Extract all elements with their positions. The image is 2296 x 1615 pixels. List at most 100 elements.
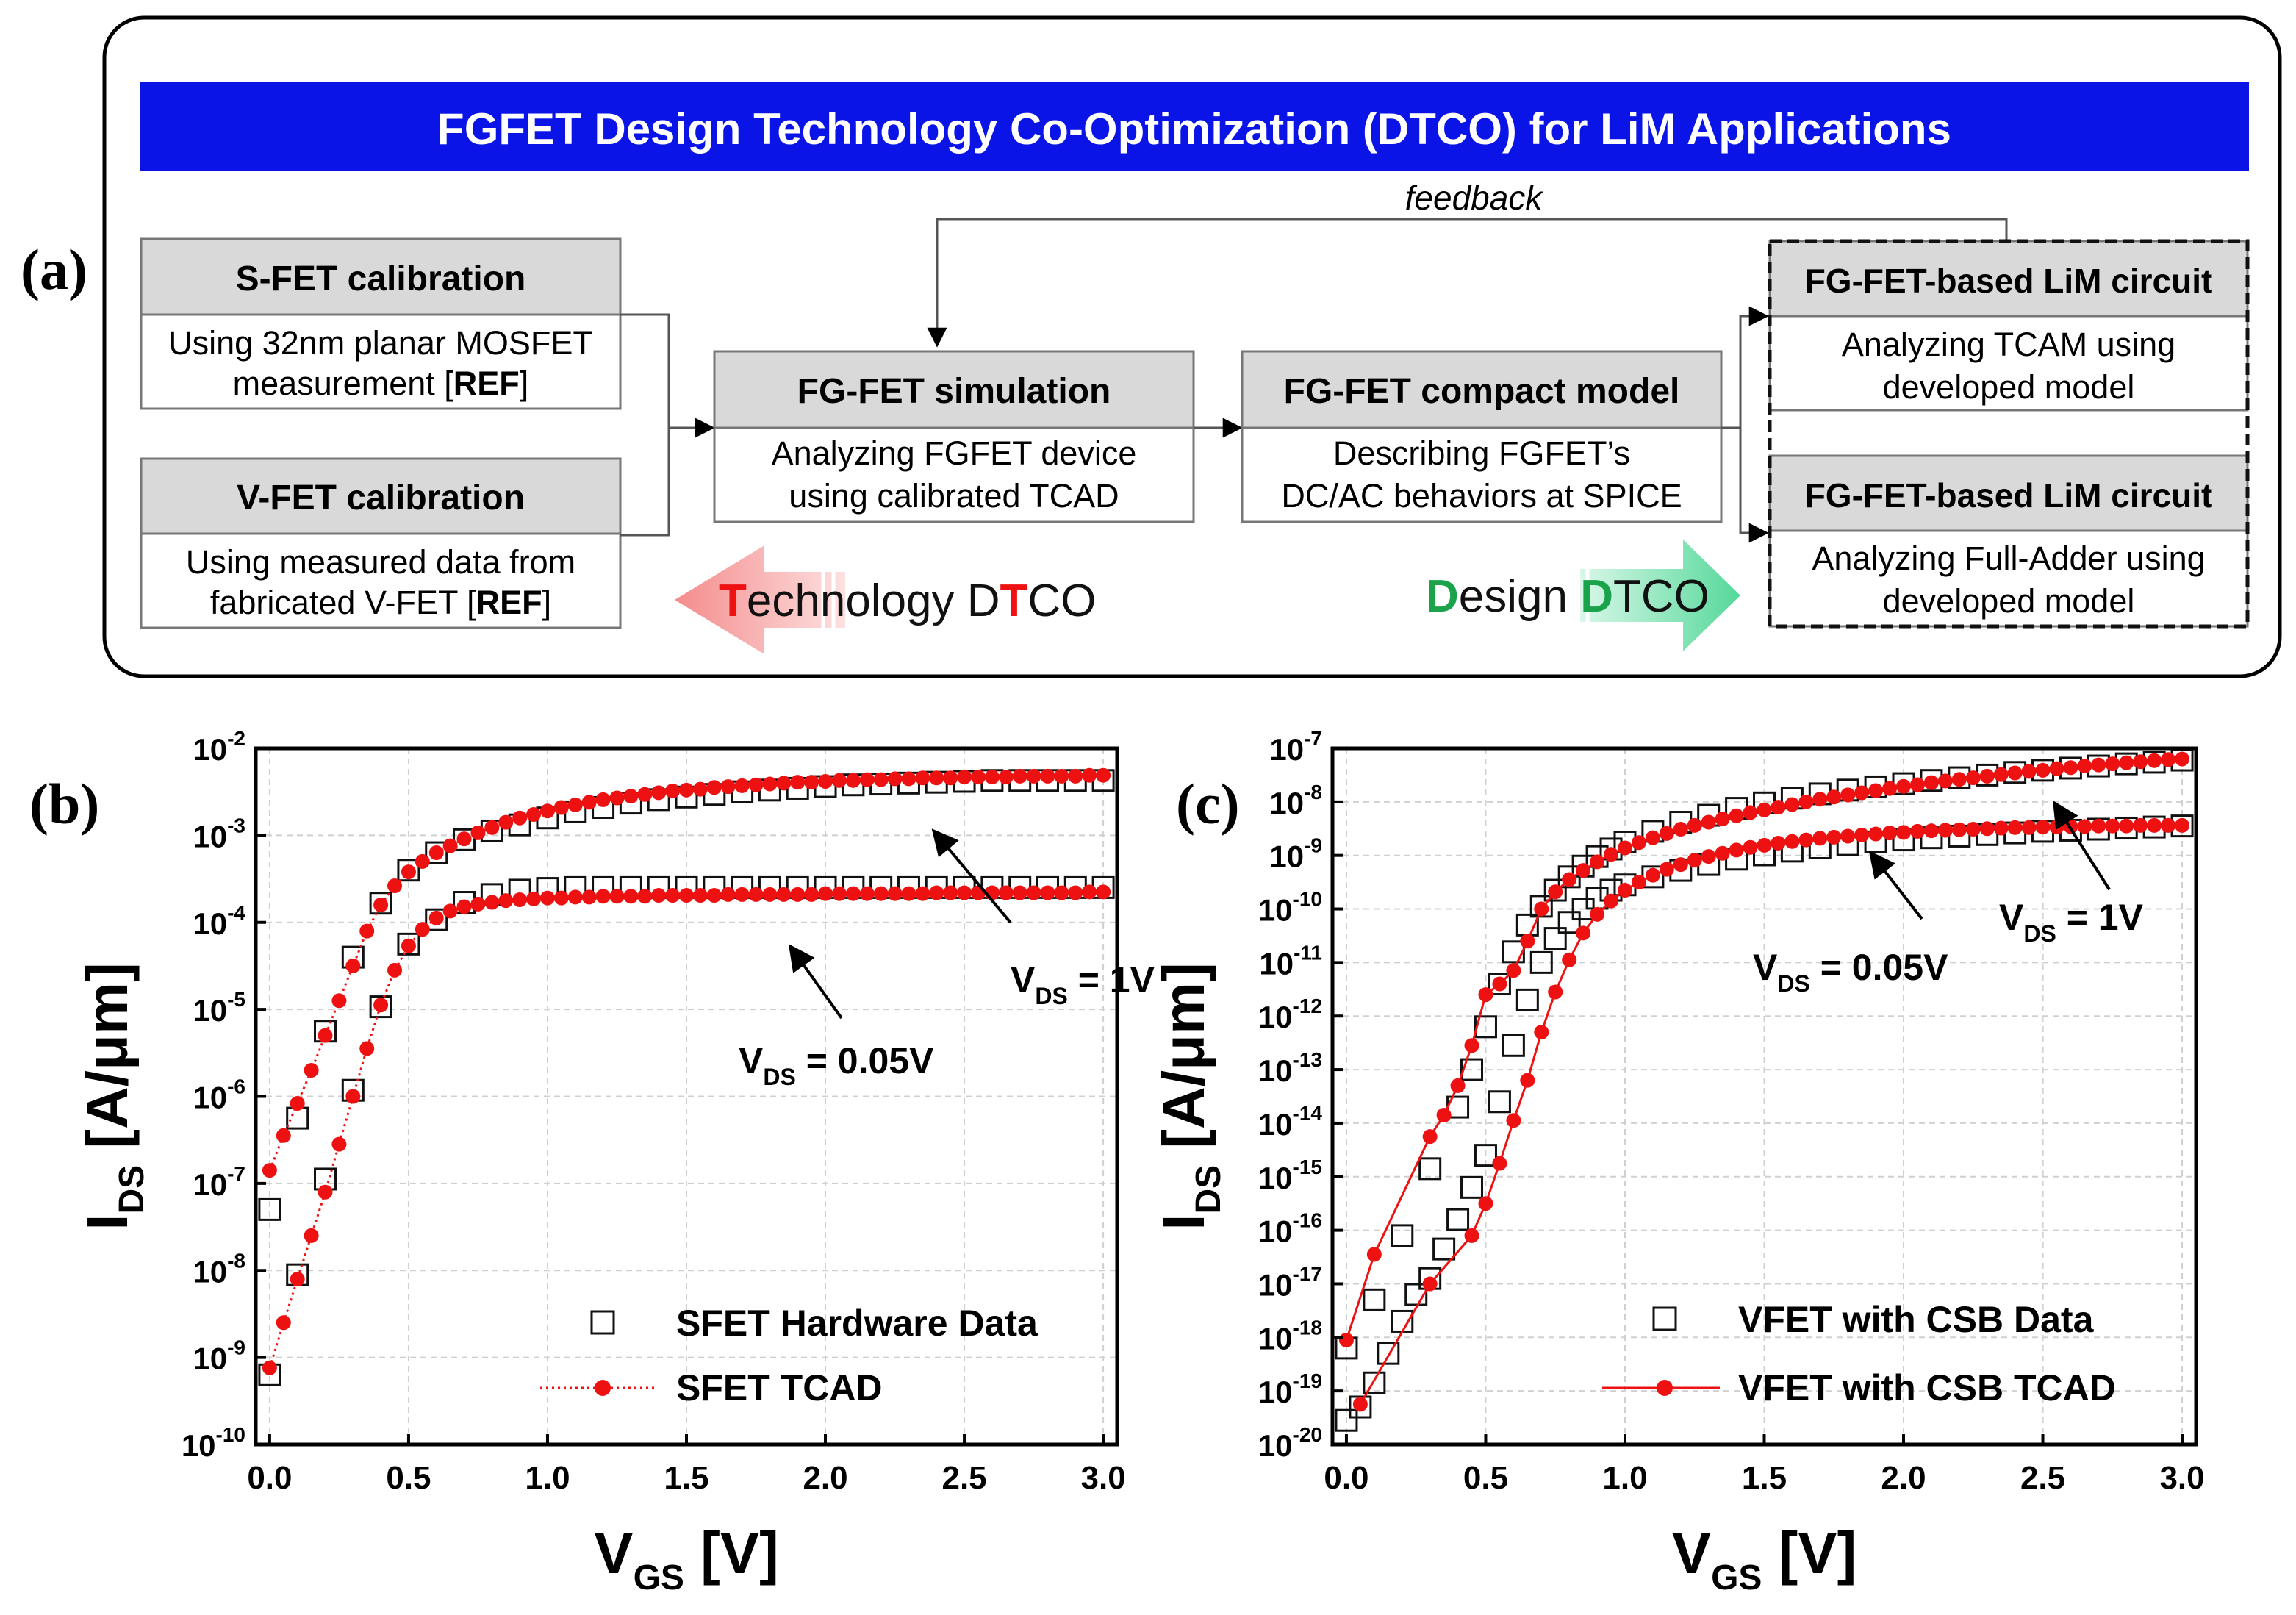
data-point-circle [1520,934,1535,949]
data-point-circle [442,903,458,919]
y-tick-label: 10-5 [193,988,245,1028]
compact-title: FG-FET compact model [1284,372,1680,411]
y-tick-exponent: -10 [216,1423,245,1446]
y-tick-label: 10-8 [1269,781,1322,820]
data-point-circle [943,770,958,786]
data-point-circle [637,787,653,802]
x-tick-label: 1.5 [664,1460,708,1496]
data-point-square [1488,973,1511,996]
data-point-circle [331,993,347,1009]
y-axis-label: IDS [A/μm] [74,962,151,1231]
data-point-circle [428,910,444,925]
data-point-circle [651,785,667,801]
y-tick-exponent: -3 [227,814,245,837]
data-point-circle [1771,800,1786,815]
x-tick-label: 2.0 [1881,1460,1926,1496]
y-tick-exponent: -19 [1293,1369,1322,1392]
data-point-circle [998,770,1014,785]
lim1-line2: developed model [1883,368,2135,406]
data-point-circle [1548,984,1563,1000]
y-tick-base: 10 [1258,1321,1293,1356]
connector-sfet [620,313,670,537]
data-point-circle [970,885,986,900]
annotation-label-part: V [1753,947,1778,988]
y-tick-base: 10 [193,1342,227,1376]
data-point-circle [1826,829,1842,845]
data-point-circle [1909,777,1925,792]
title-bar [140,82,2249,171]
data-point-circle [1338,1332,1354,1347]
data-point-circle [1464,1228,1479,1243]
data-point-circle [567,889,583,905]
data-point-circle [387,962,403,978]
data-point-square [1377,1342,1400,1365]
data-point-circle [887,771,903,787]
annotation-label: VDS = 1V [1999,897,2144,947]
annotation-label: VDS = 1V [1011,959,1155,1009]
fgfet-simulation-box: FG-FET simulation Analyzing FGFET device… [713,350,1195,523]
chart-c: (c)0.0 0.5 1.0 1.5 2.0 2.5 3.010-2010-1910-181… [1151,727,2205,1597]
data-point-circle [1757,802,1772,817]
design-d3: D [1580,571,1613,622]
data-point-circle [1492,976,1507,992]
feedback-label: feedback [1405,179,1544,217]
lim2-line2: developed model [1883,582,2135,620]
data-point-circle [1096,884,1111,900]
data-point-square [1418,1157,1442,1181]
data-point-circle [1026,885,1041,900]
y-tick-exponent: -5 [227,988,245,1011]
y-axis-label-part: I [1151,1214,1216,1231]
data-point-square [1349,1395,1372,1419]
data-point-circle [1812,831,1828,846]
design-dtco-arrow: Design DTCO [1426,540,1740,651]
data-point-circle [1993,820,2009,836]
vfet-calibration-box: V-FET calibration Using measured data fr… [140,457,622,629]
data-point-circle [1562,872,1577,887]
data-point-circle [442,838,458,853]
design-dtco-label: Design DTCO [1426,571,1710,622]
x-tick-label: 0.5 [386,1460,431,1496]
data-point-circle [1436,1107,1452,1122]
data-point-circle [804,775,819,790]
tech-t2: echnology D [747,576,1000,626]
vfet-title: V-FET calibration [237,479,525,518]
data-point-circle [623,789,639,804]
annotation-label: VDS = 0.05V [739,1040,934,1090]
lim1-line1: Analyzing TCAM using [1842,326,2175,363]
data-point-circle [984,770,1000,785]
y-tick-label: 10-20 [1258,1423,1322,1463]
data-point-circle [1965,821,1981,837]
data-point-circle [290,1272,305,1287]
sfet-line2: measurement [REF] [233,365,529,402]
data-point-circle [1645,867,1660,883]
data-point-circle [998,885,1014,900]
y-tick-label: 10-3 [193,814,245,853]
data-point-circle [262,1163,277,1178]
data-point-circle [373,898,389,913]
data-point-circle [512,892,528,907]
data-point-circle [1040,885,1055,900]
data-point-circle [581,889,597,905]
y-tick-exponent: -11 [1294,941,1322,964]
data-point-circle [1506,1113,1521,1128]
y-tick-base: 10 [1258,1161,1293,1195]
data-point-circle [1715,845,1730,861]
data-point-circle [318,1028,333,1043]
data-point-square [1557,911,1581,934]
data-point-square [1460,1175,1484,1199]
data-point-circle [1604,847,1619,862]
data-point-circle [428,845,444,861]
x-axis-label-part: [V] [1762,1520,1856,1586]
data-point-circle [1784,834,1800,849]
y-tick-exponent: -16 [1293,1209,1322,1232]
data-point-circle [595,889,611,904]
y-tick-label: 10-11 [1259,941,1322,981]
data-point-circle [2077,759,2092,774]
data-point-circle [1604,893,1619,909]
data-point-circle [456,899,472,914]
sim-title: FG-FET simulation [797,372,1111,411]
data-point-circle [2161,817,2176,833]
x-axis-label: VGS [V] [1672,1520,1857,1597]
sfet-ref: REF [453,365,520,402]
annotation-label-part: = 0.05V [796,1040,934,1081]
